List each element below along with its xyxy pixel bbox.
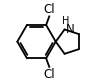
- Text: Cl: Cl: [43, 2, 55, 16]
- Text: H: H: [62, 16, 69, 26]
- Text: N: N: [65, 22, 74, 36]
- Text: Cl: Cl: [43, 68, 55, 81]
